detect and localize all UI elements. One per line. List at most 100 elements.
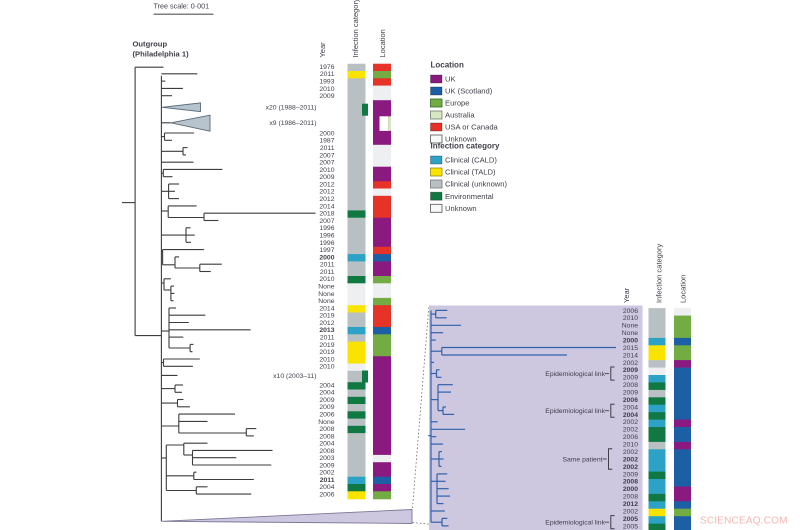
svg-text:2008: 2008 [319,448,334,455]
svg-text:UK: UK [445,75,456,84]
svg-text:Infection category: Infection category [655,244,664,303]
svg-text:Epidemiological link: Epidemiological link [545,408,605,415]
svg-text:2015: 2015 [623,345,638,352]
svg-text:2006: 2006 [623,308,638,315]
svg-text:Infection category: Infection category [351,0,360,58]
svg-text:USA or Canada: USA or Canada [445,123,499,132]
svg-text:2000: 2000 [319,254,334,261]
svg-text:2009: 2009 [319,174,334,181]
svg-text:Epidemiological link: Epidemiological link [545,371,605,378]
svg-text:2002: 2002 [623,508,638,515]
svg-text:2004: 2004 [623,404,638,411]
svg-text:Tree scale: 0·001: Tree scale: 0·001 [154,2,210,11]
svg-text:2004: 2004 [319,382,334,389]
svg-text:2007: 2007 [319,152,334,159]
svg-text:2014: 2014 [319,305,334,312]
svg-text:2009: 2009 [319,462,334,469]
svg-text:2002: 2002 [623,464,638,471]
svg-text:Australia: Australia [445,111,475,120]
svg-text:2002: 2002 [623,360,638,367]
svg-text:2010: 2010 [319,364,334,371]
svg-text:2007: 2007 [319,160,334,167]
svg-text:2009: 2009 [319,397,334,404]
svg-text:2011: 2011 [320,269,335,276]
svg-text:None: None [622,323,638,330]
svg-text:2010: 2010 [319,276,334,283]
svg-text:2002: 2002 [623,449,638,456]
svg-text:x10 (2003–11): x10 (2003–11) [273,373,316,380]
svg-text:2012: 2012 [319,189,334,196]
svg-text:2007: 2007 [319,218,334,225]
svg-text:2004: 2004 [319,484,334,491]
svg-text:Year: Year [318,42,327,58]
svg-text:2012: 2012 [623,501,638,508]
svg-text:Europe: Europe [445,99,470,108]
svg-text:2018: 2018 [319,211,334,218]
svg-text:2002: 2002 [623,456,638,463]
svg-text:2008: 2008 [319,426,334,433]
svg-text:Location: Location [431,61,464,70]
svg-text:Unknown: Unknown [445,135,477,144]
svg-text:2008: 2008 [623,382,638,389]
svg-text:Clinical (CALD): Clinical (CALD) [445,156,497,165]
svg-text:None: None [318,284,334,291]
svg-text:2008: 2008 [623,479,638,486]
svg-text:None: None [622,330,638,337]
svg-text:Location: Location [679,275,688,303]
svg-text:2000: 2000 [319,130,334,137]
svg-text:2006: 2006 [319,412,334,419]
svg-text:1996: 1996 [319,240,334,247]
svg-text:Same patient: Same patient [562,456,602,463]
svg-text:2019: 2019 [319,342,334,349]
svg-text:2000: 2000 [623,338,638,345]
svg-text:x9 (1986–2011): x9 (1986–2011) [269,120,316,127]
svg-text:2009: 2009 [623,375,638,382]
svg-text:2009: 2009 [319,93,334,100]
svg-text:2009: 2009 [319,404,334,411]
svg-text:2011: 2011 [320,262,335,269]
svg-text:Infection category: Infection category [431,142,500,151]
svg-text:2014: 2014 [319,203,334,210]
svg-text:2010: 2010 [319,356,334,363]
svg-text:x20 (1988–2011): x20 (1988–2011) [266,105,317,112]
svg-text:1996: 1996 [319,225,334,232]
svg-text:2008: 2008 [319,433,334,440]
svg-text:None: None [318,419,334,426]
svg-text:2002: 2002 [623,419,638,426]
svg-text:2011: 2011 [320,477,335,484]
svg-text:2012: 2012 [319,320,334,327]
svg-text:1993: 1993 [319,79,334,86]
svg-text:Year: Year [622,287,631,303]
svg-text:2004: 2004 [319,441,334,448]
svg-text:Clinical (TALD): Clinical (TALD) [445,168,496,177]
svg-text:2009: 2009 [623,367,638,374]
svg-text:1976: 1976 [319,64,334,71]
svg-text:2019: 2019 [319,313,334,320]
svg-text:2014: 2014 [623,352,638,359]
svg-text:2004: 2004 [623,412,638,419]
svg-text:2008: 2008 [623,494,638,501]
svg-text:2009: 2009 [623,390,638,397]
svg-text:SCIENCEAQ.COM: SCIENCEAQ.COM [700,516,788,527]
svg-text:2005: 2005 [623,516,638,523]
svg-text:2004: 2004 [319,390,334,397]
svg-text:Outgroup: Outgroup [133,40,168,49]
svg-text:2002: 2002 [319,470,334,477]
svg-text:2010: 2010 [319,167,334,174]
svg-text:2012: 2012 [319,181,334,188]
svg-text:2009: 2009 [623,471,638,478]
svg-text:2012: 2012 [319,196,334,203]
svg-text:2006: 2006 [623,434,638,441]
svg-text:Location: Location [378,29,387,57]
svg-text:Unknown: Unknown [445,204,477,213]
svg-text:None: None [318,298,334,305]
svg-text:2010: 2010 [623,442,638,449]
svg-text:Clinical (unknown): Clinical (unknown) [445,180,508,189]
svg-text:2011: 2011 [320,145,335,152]
svg-text:1996: 1996 [319,233,334,240]
svg-text:2005: 2005 [623,523,638,530]
svg-text:2006: 2006 [319,491,334,498]
svg-text:2010: 2010 [319,86,334,93]
svg-text:2013: 2013 [319,327,334,334]
svg-text:(Philadelphia 1): (Philadelphia 1) [133,50,190,59]
